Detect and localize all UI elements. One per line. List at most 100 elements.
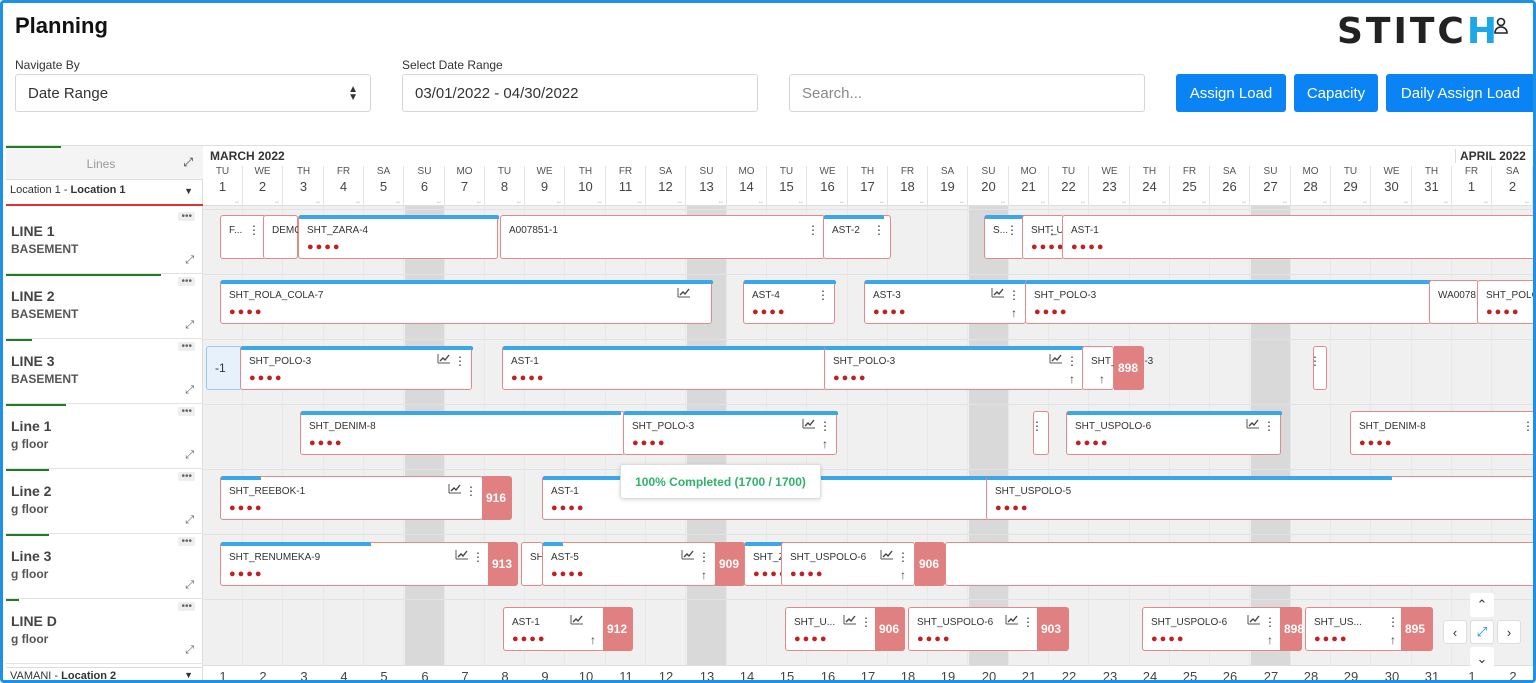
order-bar[interactable]: AST-2 ⋮ [823,215,891,259]
order-bar[interactable]: SHT_US... ●●●● ⋮ ↑ [1305,607,1405,651]
day-header[interactable]: TH 17 ↔ [848,166,888,206]
order-bar[interactable] [945,542,1533,586]
order-bar[interactable]: SHT_POLO-3 ●●●● [1025,280,1432,324]
order-bar[interactable]: SHT_DENIM-8 ●●●● [300,411,625,455]
day-header[interactable]: FR 11 ↔ [606,166,646,206]
expand-icon[interactable]: ⤢ [185,319,194,331]
order-bar[interactable]: SHT_POLO-3↑ [1082,346,1153,390]
more-icon[interactable]: ••• [178,537,195,547]
navigate-by-select[interactable]: Date Range ▲ ▼ [15,74,371,112]
chevron-right-icon[interactable]: › [1497,620,1521,644]
expand-icon[interactable]: ⤢ [185,644,194,656]
arrow-up-icon[interactable]: ↑ [701,568,707,582]
more-icon[interactable]: ••• [178,212,195,222]
order-bar[interactable]: AST-5 ●●●● ⋮ ↑ [542,542,716,586]
expand-icon[interactable]: ⤢ [185,384,194,396]
order-bar[interactable]: SHT_USPOLO-6 ●●●● ⋮ [1066,411,1282,455]
day-header[interactable]: TH 31 ↔ [1412,166,1452,206]
day-header[interactable]: MO 28 ↔ [1291,166,1331,206]
trend-icon[interactable] [880,549,894,563]
kebab-icon[interactable]: ⋮ [1066,354,1078,368]
location-select-bottom[interactable]: VAMANI - Location 2 ▼ [6,667,203,680]
order-bar[interactable]: SHT_POLO-3 ●●●● ⋮ ↑ [623,411,838,455]
day-header[interactable]: WE 2 ↔ [243,166,283,206]
kebab-icon[interactable]: ⋮ [1522,419,1534,433]
trend-icon[interactable] [677,287,691,301]
more-icon[interactable]: ••• [178,342,195,352]
expand-icon[interactable]: ⤢ [185,449,194,461]
trend-icon[interactable] [448,483,462,497]
arrow-up-icon[interactable]: ↑ [900,568,906,582]
day-header[interactable]: TH 10 ↔ [566,166,606,206]
order-bar[interactable]: SHT_USPOLO-6 ●●●● ⋮ [908,607,1040,651]
order-bar[interactable]: SHT_POLO- ●●●● [1477,280,1533,324]
kebab-icon[interactable]: ⋮ [1263,419,1275,433]
order-bar[interactable]: ⋮ [1031,411,1049,455]
order-bar[interactable]: AST-3 ●●●● ⋮ ↑ [864,280,1027,324]
day-header[interactable]: SA 5 ↔ [364,166,404,206]
kebab-icon[interactable]: ⋮ [1309,354,1321,368]
kebab-icon[interactable]: ⋮ [1008,288,1020,302]
location-select-top[interactable]: Location 1 - Location 1 ▼ [6,184,203,206]
order-bar[interactable]: SHT_U ●●●● ⋮ [1022,215,1064,259]
trend-icon[interactable] [1247,614,1261,628]
trend-icon[interactable] [843,614,857,628]
expand-icon[interactable]: ⤢ [183,155,193,169]
kebab-icon[interactable]: ⋮ [1046,223,1058,237]
day-header[interactable]: WE 23 ↔ [1090,166,1130,206]
order-bar[interactable]: AST-4 ●●●● ⋮ [743,280,836,324]
date-range-input[interactable]: 03/01/2022 - 04/30/2022 [402,74,758,112]
day-header[interactable]: WE 30 ↔ [1372,166,1412,206]
trend-icon[interactable] [1049,353,1063,367]
more-icon[interactable]: ••• [178,407,195,417]
trend-icon[interactable] [802,418,816,432]
arrow-up-icon[interactable]: ↑ [1099,372,1105,386]
more-icon[interactable]: ••• [178,472,195,482]
capacity-button[interactable]: Capacity [1294,74,1378,112]
order-bar[interactable]: WA0078 [1429,280,1479,324]
day-header[interactable]: SU 20 ↔ [969,166,1009,206]
arrow-up-icon[interactable]: ↑ [1011,306,1017,320]
day-header[interactable]: WE 9 ↔ [525,166,565,206]
order-bar[interactable]: A007851-1 ⋮ [500,215,825,259]
order-bar[interactable]: SHT_USPOLO-6 ●●●● ⋮ ↑ [1142,607,1282,651]
day-header[interactable]: SU 13 ↔ [687,166,727,206]
order-bar[interactable]: SHT_POLO-3 ●●●● ⋮ ↑ [824,346,1085,390]
order-bar[interactable]: AST-1 ●●●● ↑ [503,607,605,651]
day-header[interactable]: SA 19 ↔ [928,166,968,206]
order-bar[interactable]: ⋮ [1309,346,1327,390]
kebab-icon[interactable]: ⋮ [817,288,829,302]
order-bar[interactable]: SH [521,542,544,586]
kebab-icon[interactable]: ⋮ [897,550,909,564]
kebab-icon[interactable]: ⋮ [1006,223,1018,237]
day-header[interactable]: SA 12 ↔ [646,166,686,206]
day-header[interactable]: TU 15 ↔ [767,166,807,206]
kebab-icon[interactable]: ⋮ [698,550,710,564]
search-input[interactable]: Search... [789,74,1145,112]
order-bar[interactable]: SHT_RENUMEKA-9 ●●●● ⋮ [220,542,490,586]
kebab-icon[interactable]: ⋮ [1264,615,1276,629]
day-header[interactable]: TH 24 ↔ [1130,166,1170,206]
day-header[interactable]: SU 6 ↔ [405,166,445,206]
day-header[interactable]: MO 21 ↔ [1009,166,1049,206]
order-bar[interactable]: -1 [206,346,242,390]
order-bar[interactable]: F... ⋮ [220,215,266,259]
order-bar[interactable]: AST-1 ●●●● [1062,215,1533,259]
order-bar[interactable]: SHT_USPOLO-6 ●●●● ⋮ ↑ [781,542,915,586]
trend-icon[interactable] [1005,614,1019,628]
arrow-up-icon[interactable]: ↑ [1267,633,1273,647]
assign-load-button[interactable]: Assign Load [1176,74,1286,112]
trend-icon[interactable] [991,287,1005,301]
kebab-icon[interactable]: ⋮ [819,419,831,433]
day-header[interactable]: TH 3 ↔ [284,166,324,206]
order-bar[interactable]: S... ⋮ [984,215,1025,259]
day-header[interactable]: FR 18 ↔ [888,166,928,206]
day-header[interactable]: TU 1 ↔ [203,166,243,206]
kebab-icon[interactable]: ⋮ [1022,615,1034,629]
kebab-icon[interactable]: ⋮ [454,354,466,368]
kebab-icon[interactable]: ⋮ [248,223,260,237]
arrow-up-icon[interactable]: ↑ [1390,633,1396,647]
order-bar[interactable]: SHT_REEBOK-1 ●●●● ⋮ [220,476,483,520]
day-header[interactable]: SA 26 ↔ [1210,166,1250,206]
kebab-icon[interactable]: ⋮ [873,223,885,237]
